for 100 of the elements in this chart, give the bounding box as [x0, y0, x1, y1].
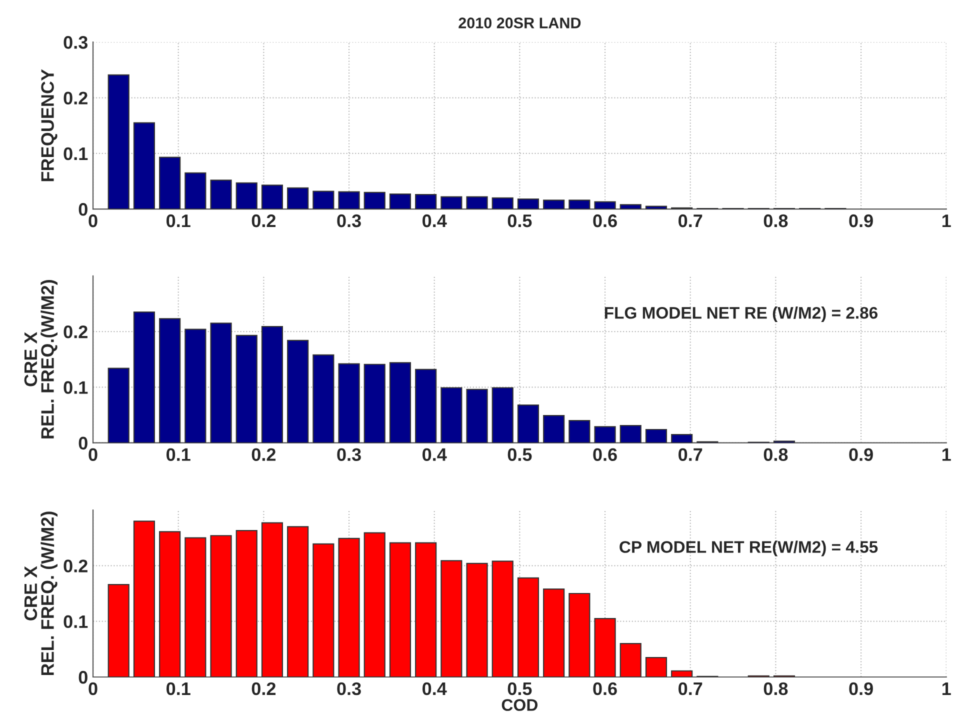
- bar: [440, 560, 462, 677]
- bar: [338, 191, 360, 210]
- bar: [184, 328, 206, 443]
- bar: [440, 387, 462, 443]
- bar: [671, 434, 693, 443]
- bar: [543, 200, 565, 210]
- y-tick-label: 0: [78, 670, 88, 684]
- bar: [133, 122, 156, 210]
- x-tick-label: 0.9: [849, 214, 873, 228]
- y-tick-label: 0.2: [64, 325, 88, 338]
- x-tick-label: 0.3: [337, 682, 361, 696]
- bar: [261, 184, 284, 210]
- bar: [440, 196, 462, 210]
- bar: [568, 420, 590, 443]
- x-tick-label: 0.3: [337, 448, 361, 462]
- x-tick-label: 0.7: [678, 214, 702, 228]
- bar: [568, 592, 590, 677]
- x-tick-label: 0.9: [849, 448, 873, 461]
- x-tick-label: 0.8: [764, 448, 788, 461]
- y-tick-label: 0: [78, 436, 88, 450]
- bar: [389, 194, 412, 210]
- bar: [287, 187, 309, 210]
- bar: [594, 618, 616, 677]
- bar: [466, 388, 488, 443]
- x-tick-label: 0.9: [849, 682, 873, 696]
- x-tick-label: 0.1: [166, 214, 190, 228]
- x-tick-label: 1: [942, 214, 951, 228]
- bar: [594, 426, 616, 443]
- bar: [312, 543, 334, 677]
- bar: [236, 182, 258, 210]
- y-tick-label: 0.1: [64, 381, 88, 394]
- bar: [620, 425, 642, 443]
- y-axis-title: FREQUENCY: [41, 69, 58, 182]
- x-tick-label: 0: [88, 682, 98, 696]
- x-tick-label: 0.2: [252, 682, 276, 696]
- bar: [210, 180, 232, 210]
- x-axis-title: COD: [502, 699, 538, 711]
- x-tick-label: 0.2: [252, 448, 276, 461]
- bar: [594, 201, 616, 210]
- bar: [338, 363, 360, 443]
- x-tick-label: 1: [942, 682, 951, 695]
- x-tick-label: 0.4: [422, 448, 447, 461]
- x-tick-label: 0.2: [252, 214, 276, 228]
- bar: [492, 387, 514, 443]
- bar: [517, 577, 540, 677]
- x-tick-label: 0.6: [593, 214, 617, 228]
- bar: [645, 656, 668, 677]
- bar: [108, 584, 130, 677]
- bar: [389, 542, 412, 677]
- bar: [236, 530, 258, 677]
- bar: [108, 74, 130, 210]
- bar: [543, 415, 565, 443]
- x-tick-label: 0: [88, 214, 98, 228]
- bar: [287, 340, 309, 443]
- x-tick-label: 0.5: [508, 448, 532, 461]
- bar: [620, 204, 642, 210]
- annotation: FLG MODEL NET RE (W/M2) = 2.86: [604, 306, 878, 322]
- bar: [645, 206, 668, 210]
- bar: [466, 562, 488, 677]
- bar: [620, 643, 642, 677]
- y-axis-title: CRE X REL. FREQ.(W/M2): [24, 280, 58, 438]
- x-tick-label: 0.6: [593, 448, 617, 461]
- x-tick-label: 0.1: [166, 682, 190, 696]
- y-tick-label: 0.2: [64, 560, 88, 572]
- x-tick-label: 0.7: [678, 682, 702, 696]
- bar: [492, 560, 514, 677]
- bar: [415, 194, 437, 210]
- bar: [415, 542, 437, 677]
- bar: [261, 326, 284, 443]
- bar: [159, 531, 181, 677]
- bar: [236, 334, 258, 443]
- bar: [184, 537, 206, 677]
- bar: [543, 588, 565, 677]
- bar: [364, 192, 386, 210]
- bar: [568, 200, 590, 210]
- y-tick-label: 0.2: [64, 92, 88, 104]
- x-tick-label: 0.6: [593, 682, 617, 696]
- y-tick-label: 0: [78, 203, 88, 216]
- x-tick-label: 0.7: [678, 448, 702, 461]
- annotation: CP MODEL NET RE(W/M2) = 4.55: [620, 540, 878, 556]
- x-tick-label: 0.3: [337, 214, 361, 228]
- bar: [159, 318, 181, 443]
- bar: [492, 197, 514, 210]
- bar: [415, 368, 437, 443]
- x-tick-label: 0.4: [422, 214, 447, 228]
- y-tick-label: 0.3: [64, 36, 88, 49]
- bar: [159, 156, 181, 210]
- x-tick-label: 0.8: [764, 682, 788, 696]
- x-tick-label: 0.5: [508, 682, 532, 696]
- x-tick-label: 0.8: [764, 214, 788, 228]
- y-tick-label: 0.1: [64, 147, 88, 160]
- y-tick-label: 0.1: [64, 615, 88, 628]
- y-axis-title: CRE X REL. FREQ. (W/M2): [24, 512, 58, 676]
- x-tick-label: 0.4: [422, 682, 447, 696]
- x-tick-label: 1: [942, 448, 951, 461]
- x-tick-label: 0.1: [166, 448, 190, 461]
- x-tick-label: 0: [88, 448, 98, 461]
- chart-title: 2010 20SR LAND: [458, 18, 581, 28]
- bar: [261, 522, 284, 677]
- bar: [184, 172, 206, 210]
